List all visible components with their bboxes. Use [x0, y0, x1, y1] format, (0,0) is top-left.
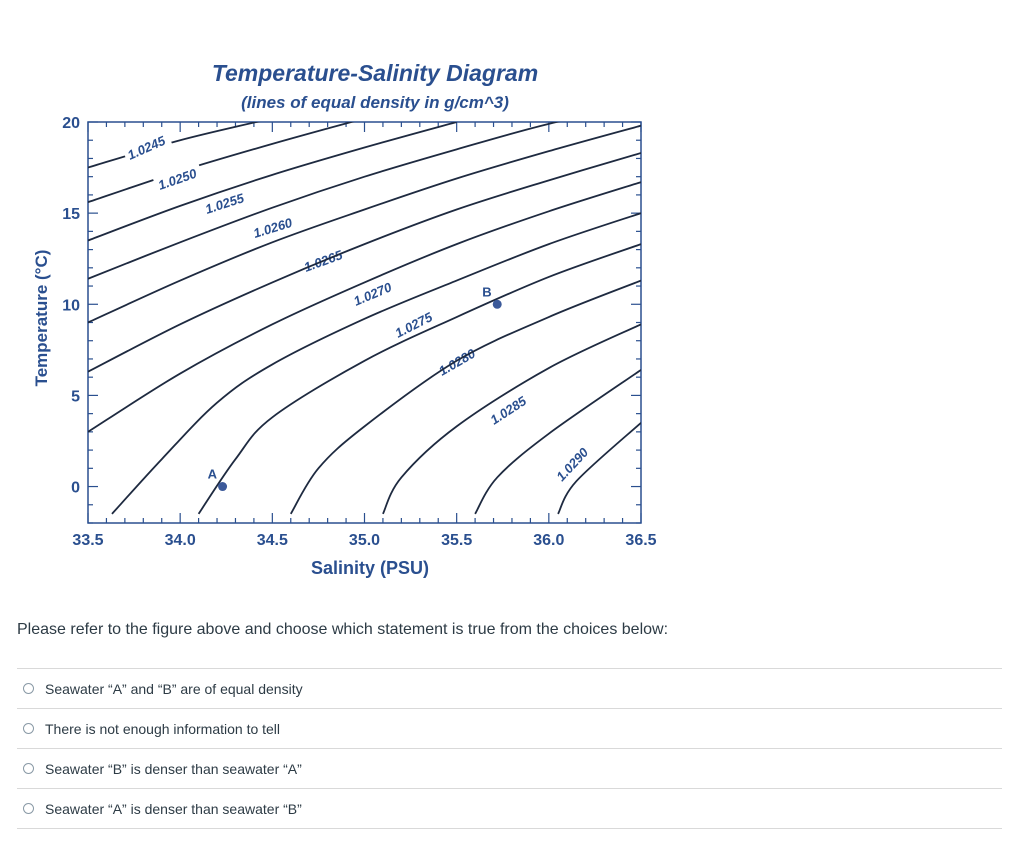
question-text: Please refer to the figure above and cho… [17, 621, 669, 638]
y-tick-label: 10 [62, 297, 80, 314]
isopycnal-label: 1.0270 [351, 279, 394, 309]
answer-label: Seawater “A” and “B” are of equal densit… [45, 680, 303, 697]
ts-chart-svg: 33.5 34.0 34.5 35.0 35.5 36.0 36.5 0 5 10 15 20 Temp… [32, 60, 657, 578]
isopycnal-label-bg [550, 440, 595, 487]
answer-option-2[interactable]: There is not enough information to tell [17, 709, 1002, 749]
isopycnal-label: 1.0255 [203, 190, 246, 217]
x-tick-label: 34.5 [257, 532, 288, 549]
isopycnal-label: 1.0290 [553, 444, 592, 484]
point-label-a: A [208, 467, 218, 482]
answer-list: Seawater “A” and “B” are of equal densit… [17, 668, 1002, 829]
isopycnal-line [289, 279, 641, 515]
isopycnal-line [88, 152, 641, 373]
x-axis-label: Salinity (PSU) [311, 558, 429, 578]
isopycnal-line [88, 124, 641, 324]
isopycnal-line [88, 181, 641, 433]
chart-title: Temperature-Salinity Diagram [212, 60, 538, 86]
isopycnal-label-bg [152, 163, 204, 194]
x-tick-label: 35.5 [441, 532, 472, 549]
isopycnal-line [474, 369, 641, 515]
radio-button[interactable] [23, 803, 34, 814]
isopycnal-label: 1.0245 [125, 133, 168, 163]
y-tick-label: 15 [62, 206, 80, 223]
point-label-b: B [482, 284, 491, 299]
isopycnal-line [382, 323, 641, 515]
chart-subtitle: (lines of equal density in g/cm^3) [241, 93, 509, 112]
y-tick-label: 0 [71, 480, 80, 497]
isopycnal-label-bg [121, 129, 173, 164]
x-tick-label: 36.0 [533, 532, 564, 549]
isopycnal-label-bg [484, 389, 534, 430]
x-tick-label: 34.0 [165, 532, 196, 549]
isopycnal-line [88, 122, 561, 280]
y-tick-label: 20 [62, 115, 80, 132]
answer-option-4[interactable]: Seawater “A” is denser than seawater “B” [17, 789, 1002, 829]
isopycnal-label-bg [248, 212, 299, 242]
isopycnal-line [88, 122, 261, 169]
isopycnal-line [197, 243, 641, 515]
isopycnal-label-bg [200, 187, 251, 218]
answer-option-1[interactable]: Seawater “A” and “B” are of equal densit… [17, 669, 1002, 709]
answer-label: Seawater “A” is denser than seawater “B” [45, 800, 302, 817]
ts-diagram: 33.5 34.0 34.5 35.0 35.5 36.0 36.5 0 5 10 15 20 Temp… [0, 0, 700, 600]
isopycnal-label-bg [389, 305, 440, 343]
isopycnal-label-bg [348, 276, 399, 310]
y-axis-label: Temperature (°C) [32, 250, 51, 387]
point-marker-b [492, 299, 502, 309]
isopycnal-label: 1.0285 [487, 393, 529, 428]
y-tick-label: 5 [71, 388, 80, 405]
point-marker-a [218, 482, 228, 492]
radio-button[interactable] [23, 763, 34, 774]
isopycnal-line [111, 212, 641, 515]
x-tick-label: 35.0 [349, 532, 380, 549]
isopycnal-line [557, 422, 641, 515]
radio-button[interactable] [23, 683, 34, 694]
answer-label: There is not enough information to tell [45, 720, 281, 737]
x-tick-label: 36.5 [625, 532, 656, 549]
isopycnal-line [88, 122, 457, 242]
isopycnal-label: 1.0250 [156, 165, 199, 192]
answer-label: Seawater “B” is denser than seawater “A” [45, 760, 302, 777]
isopycnal-label: 1.0280 [436, 345, 479, 378]
isopycnal-line [88, 122, 355, 204]
radio-button[interactable] [23, 723, 34, 734]
answer-option-3[interactable]: Seawater “B” is denser than seawater “A” [17, 749, 1002, 789]
x-tick-label: 33.5 [72, 532, 103, 549]
